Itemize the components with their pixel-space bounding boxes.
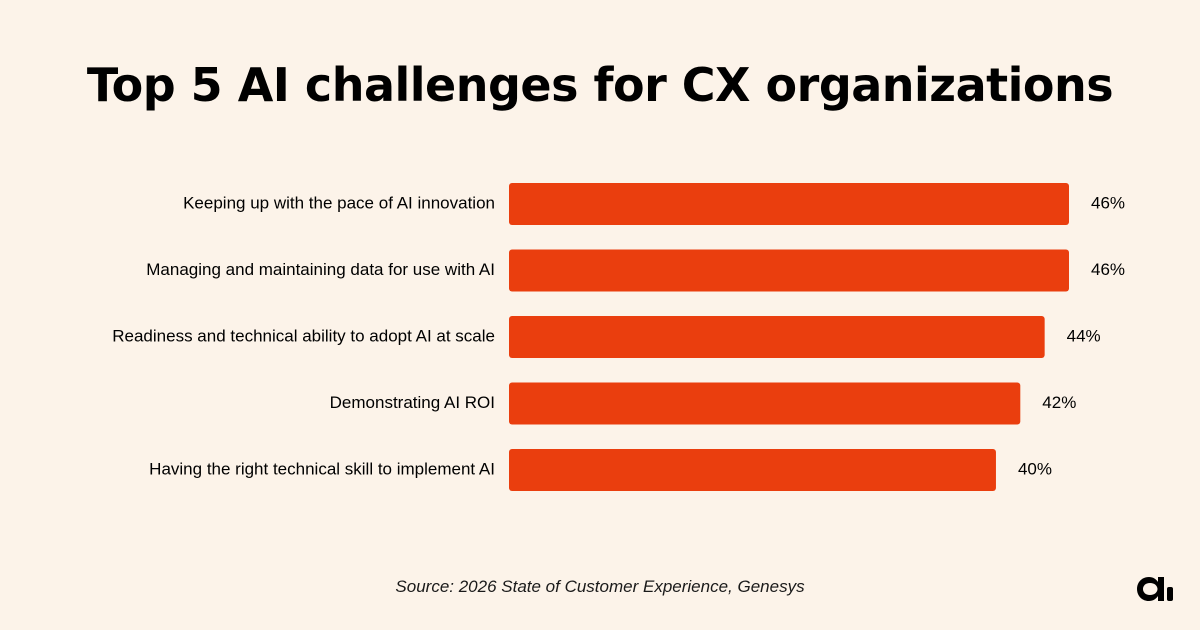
- category-label: Managing and maintaining data for use wi…: [146, 260, 495, 279]
- source-note: Source: 2026 State of Customer Experienc…: [395, 577, 805, 596]
- bar: [509, 316, 1045, 358]
- category-label: Demonstrating AI ROI: [330, 393, 495, 412]
- value-label: 42%: [1042, 393, 1076, 412]
- bar: [509, 449, 996, 491]
- category-label: Having the right technical skill to impl…: [149, 459, 495, 478]
- bar: [509, 183, 1069, 225]
- value-label: 40%: [1018, 459, 1052, 478]
- category-label: Keeping up with the pace of AI innovatio…: [183, 193, 495, 212]
- brand-logo-icon: [1137, 577, 1173, 601]
- bar: [509, 382, 1021, 425]
- chart-title: Top 5 AI challenges for CX organizations: [86, 58, 1114, 112]
- value-label: 46%: [1091, 260, 1125, 279]
- bar: [509, 249, 1069, 292]
- category-label: Readiness and technical ability to adopt…: [112, 326, 495, 345]
- value-label: 44%: [1067, 326, 1101, 345]
- value-label: 46%: [1091, 193, 1125, 212]
